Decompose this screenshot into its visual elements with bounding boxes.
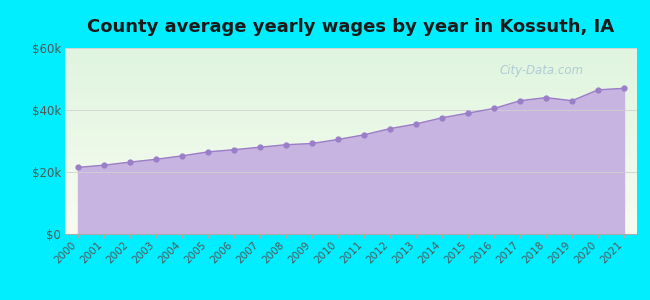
Text: County average yearly wages by year in Kossuth, IA: County average yearly wages by year in K… [88,18,614,36]
Text: City-Data.com: City-Data.com [500,64,584,77]
